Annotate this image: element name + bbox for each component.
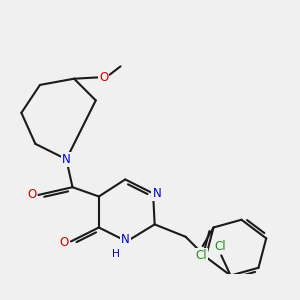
Text: N: N [121, 233, 130, 246]
Text: O: O [59, 236, 69, 250]
Text: O: O [99, 71, 108, 84]
Text: Cl: Cl [195, 249, 207, 262]
Text: O: O [27, 188, 36, 201]
Text: H: H [112, 249, 120, 259]
Text: N: N [152, 187, 161, 200]
Text: Cl: Cl [214, 240, 226, 253]
Text: N: N [62, 153, 71, 166]
